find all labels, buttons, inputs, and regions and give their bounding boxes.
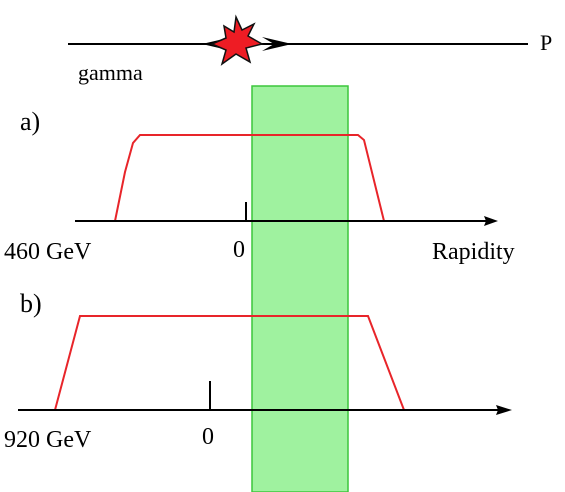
panel-a-zero-label: 0 [233, 237, 245, 263]
proton-label: P [540, 30, 552, 55]
beam-arrowhead-right [262, 37, 292, 51]
panel-a-curve [114, 134, 385, 222]
panel-b-curve [54, 315, 405, 411]
panel-b-label: b) [20, 289, 42, 318]
panel-b-energy-label: 920 GeV [4, 427, 92, 453]
gamma-label: gamma [78, 60, 143, 85]
acceptance-band [251, 85, 349, 492]
collision-star-icon [210, 14, 264, 66]
panel-b-zero-label: 0 [202, 424, 214, 450]
panel-a-axis-arrow [484, 216, 498, 226]
panel-b-axis-arrow [496, 405, 512, 415]
rapidity-axis-label: Rapidity [432, 239, 515, 265]
panel-a-label: a) [20, 107, 40, 136]
panel-a-energy-label: 460 GeV [4, 239, 92, 265]
